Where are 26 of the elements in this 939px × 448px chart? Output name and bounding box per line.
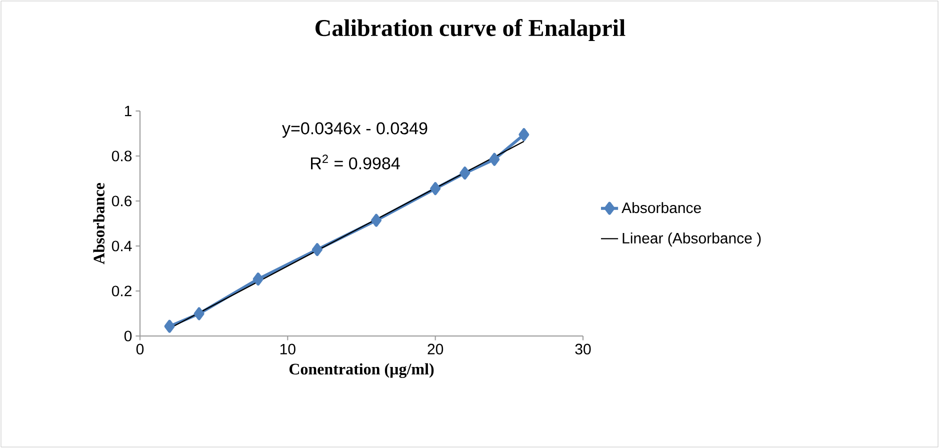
- x-tick-label: 20: [428, 344, 444, 354]
- y-tick-label: 0.2: [112, 286, 132, 296]
- legend-label: Absorbance: [622, 202, 701, 214]
- x-tick-label: 30: [575, 344, 591, 354]
- x-tick-label: 0: [136, 344, 144, 354]
- point: [194, 307, 204, 320]
- x-axis-title: Conentration (µg/ml): [289, 363, 434, 378]
- y-tick-label: 1: [125, 106, 132, 116]
- point: [489, 152, 500, 166]
- y-tick-label: 0.4: [112, 240, 132, 252]
- legend-label: Linear (Absorbance ): [622, 232, 761, 246]
- point: [518, 128, 530, 142]
- point: [164, 320, 175, 333]
- y-tick-label: 0.8: [112, 150, 132, 162]
- point: [460, 166, 470, 180]
- y-axis-title: Absorbance: [93, 183, 104, 264]
- x-tick-label: 10: [280, 344, 296, 354]
- point: [312, 243, 322, 256]
- annotation: y=0.0346x - 0.0349: [282, 122, 428, 138]
- point: [252, 272, 264, 286]
- annotation: R$^{2}$ = 0.9984: [311, 154, 400, 170]
- y-tick-label: 0.6: [112, 196, 132, 206]
- chart-title: Calibration curve of Enalapril: [316, 19, 626, 42]
- point: [371, 214, 382, 227]
- point: [430, 182, 441, 196]
- y-tick-label: 0: [124, 330, 132, 342]
